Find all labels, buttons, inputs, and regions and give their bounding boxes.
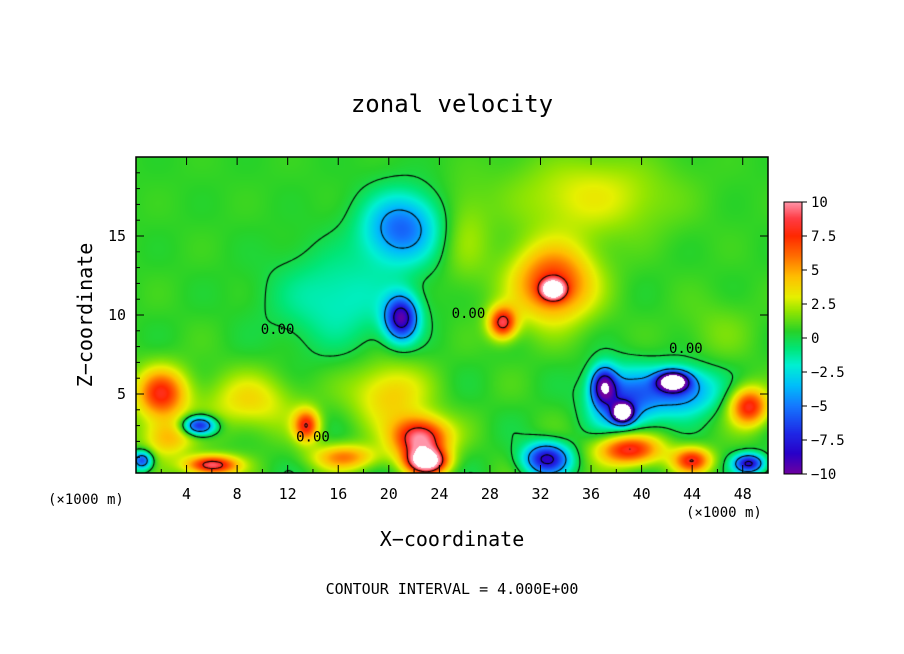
x-unit-left: (×1000 m) — [48, 492, 124, 508]
x-tick-label: 20 — [380, 485, 398, 503]
heatmap-field — [136, 157, 768, 473]
colorbar-tick-label: 0 — [811, 331, 819, 347]
colorbar-tick-label: 10 — [811, 195, 828, 211]
x-tick-label: 28 — [481, 485, 499, 503]
x-tick-label: 32 — [531, 485, 549, 503]
plot-area: 0.00 0.00 0.00 0.00 — [135, 156, 769, 474]
x-axis-label: X−coordinate — [380, 527, 525, 551]
y-tick-label: 10 — [108, 306, 126, 324]
x-tick-label: 36 — [582, 485, 600, 503]
colorbar-tick-label: −2.5 — [811, 365, 845, 381]
x-tick-label: 44 — [683, 485, 701, 503]
y-axis-label: Z−coordinate — [73, 243, 97, 388]
colorbar-tick-label: −7.5 — [811, 433, 845, 449]
colorbar-tick-label: −5 — [811, 399, 828, 415]
x-unit-right: (×1000 m) — [686, 505, 762, 521]
y-tick-label: 15 — [108, 227, 126, 245]
contour-label: 0.00 — [452, 306, 486, 322]
contour-interval-note: CONTOUR INTERVAL = 4.000E+00 — [326, 580, 579, 598]
colorbar-tick-label: −10 — [811, 467, 836, 483]
x-tick-label: 24 — [430, 485, 448, 503]
contour-label: 0.00 — [261, 322, 295, 338]
x-tick-label: 16 — [329, 485, 347, 503]
x-tick-label: 8 — [233, 485, 242, 503]
x-tick-label: 12 — [279, 485, 297, 503]
colorbar: 10 7.5 5 2.5 0 −2.5 −5 −7.5 −10 — [783, 195, 845, 483]
x-tick-label: 40 — [633, 485, 651, 503]
x-tick-label: 48 — [734, 485, 752, 503]
y-tick-label: 5 — [117, 385, 126, 403]
contour-label: 0.00 — [296, 429, 330, 445]
contour-label: 0.00 — [669, 341, 703, 357]
colorbar-tick-label: 2.5 — [811, 297, 836, 313]
colorbar-tick-label: 5 — [811, 263, 819, 279]
x-tick-label: 4 — [182, 485, 191, 503]
colorbar-gradient — [784, 202, 802, 474]
chart-title: zonal velocity — [351, 90, 553, 118]
colorbar-tick-label: 7.5 — [811, 229, 836, 245]
